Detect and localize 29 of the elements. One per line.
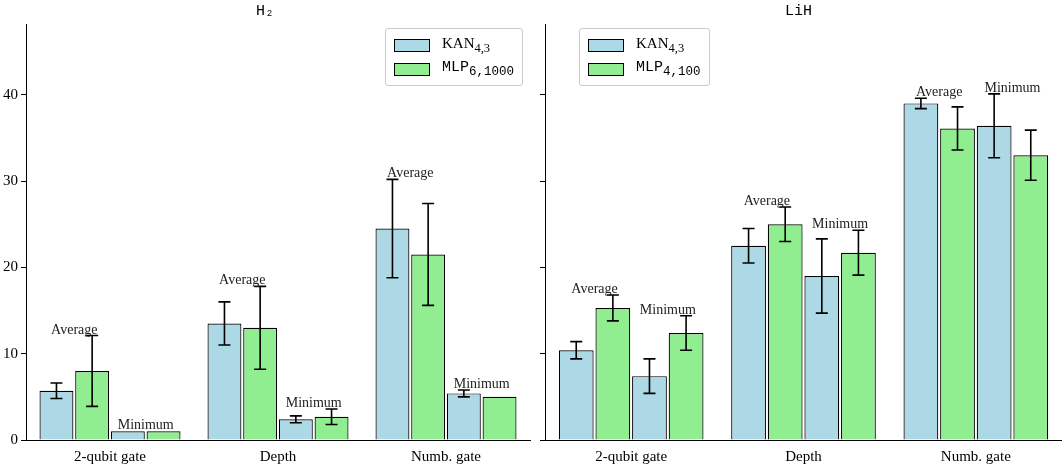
chart-title: H₂ [255,2,275,20]
x-tick-label: Depth [785,447,823,464]
legend-label: MLP$_{4,100}$ [636,59,701,79]
annotation: Average [743,192,791,208]
y-tick-label: 20 [3,258,18,275]
y-tick-label: 40 [3,85,18,102]
y-tick-label: 30 [3,172,18,189]
x-tick-label: Numb. gate [411,447,482,464]
annotation: Minimum [285,394,342,410]
annotation: Average [219,272,266,288]
x-tick-label: 2-qubit gate [595,447,668,464]
y-tick-label: 10 [3,344,18,361]
chart-title: LiH [784,2,813,20]
x-tick-label: 2-qubit gate [73,447,147,464]
y-tick-label: 0 [10,430,18,447]
annotation: Minimum [453,375,510,391]
annotation: Average [51,321,98,337]
x-tick-label: Depth [259,447,297,464]
annotation: Average [916,84,963,100]
legend-label: KAN$_{4,3}$ [636,34,685,56]
annotation: Minimum [117,417,174,433]
annotation: Minimum [639,301,696,317]
x-tick-label: Numb. gate [940,447,1012,464]
legend-label: KAN$_{4,3}$ [441,34,491,56]
annotation: Average [387,165,434,181]
annotation: Minimum [984,79,1041,95]
annotation: Average [571,281,618,296]
legend-label: MLP$_{6,1000}$ [441,59,514,79]
annotation: Minimum [812,216,869,232]
